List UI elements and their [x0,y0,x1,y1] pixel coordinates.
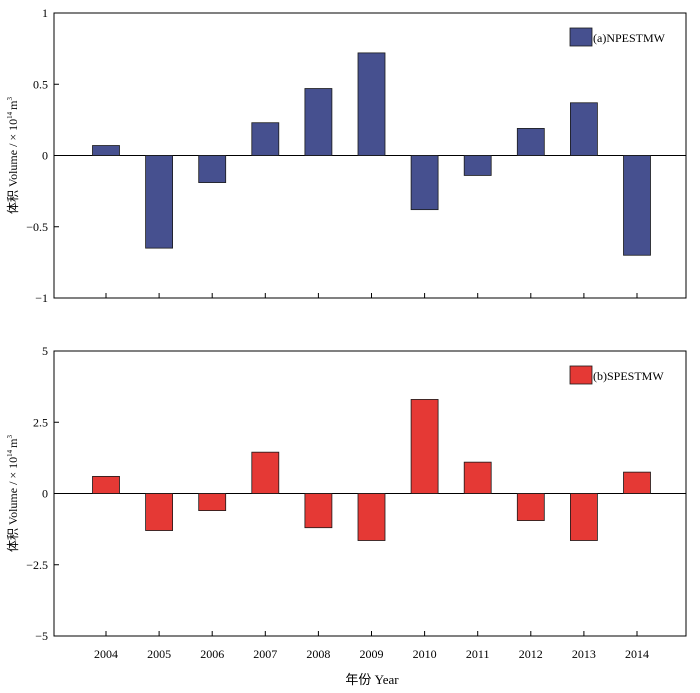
x-tick-label-2009: 2009 [360,647,384,661]
bar-2009 [357,52,386,156]
bar-2006 [198,155,227,183]
y-axis-label-unit: m [6,100,20,110]
bar-2010 [410,155,439,211]
x-axis-label: 年份 Year [345,672,399,687]
bar-2004 [92,475,120,494]
bar-2005 [145,155,174,249]
x-tick-label-2008: 2008 [306,647,330,661]
bar-2012 [516,493,545,521]
y-axis-label-exp: 14 [6,449,14,457]
y-axis-label: 体积 Volume / × 1014m3 [6,434,20,552]
x-tick-label-2012: 2012 [519,647,543,661]
x-tick-label-2007: 2007 [253,647,277,661]
bar-2014 [623,471,651,494]
bar-2007 [251,122,280,156]
y-tick-label: 2.5 [33,415,48,429]
x-tick-label-2004: 2004 [94,647,118,661]
chart-panel-a: 1 0.5 0 −0.5 −1 体积 Volume / × 1014m3 (a)NPESTM… [6,6,687,305]
y-axis-label-main: 体积 Volume / × 10 [6,119,20,214]
y-tick-label: 0 [42,487,48,501]
y-tick-label: 0.5 [33,77,48,91]
y-tick-label: 5 [42,344,48,358]
bar-2013 [570,493,598,541]
y-tick-label: −2.5 [26,558,48,572]
y-tick-label: −1 [35,291,48,305]
y-axis-label-exp: 14 [6,111,14,119]
bar-2012 [516,128,545,156]
bar-2010 [410,399,439,494]
chart-panel-b: 5 2.5 0 −2.5 −5 2004 2005 2006 2007 2008 2009 2010 2… [6,344,687,661]
y-axis-label-unit-exp: 3 [6,434,14,438]
y-tick-label: 1 [42,6,48,20]
bar-2006 [198,493,227,512]
bar-2014 [623,155,651,256]
x-tick-label-2013: 2013 [572,647,596,661]
bar-2005 [145,493,174,531]
legend-swatch [569,27,593,47]
legend-label: (b)SPESTMW [593,369,664,383]
y-axis-label-unit: m [6,438,20,448]
bar-2004 [92,145,120,156]
x-tick-label-2005: 2005 [147,647,171,661]
bar-2008 [304,493,333,529]
bar-2009 [357,493,386,541]
y-axis-label: 体积 Volume / × 1014m3 [6,96,20,214]
bar-2013 [570,102,598,156]
x-tick-label-2006: 2006 [200,647,224,661]
bar-2011 [463,155,492,176]
bar-2008 [304,88,333,156]
bar-2007 [251,451,280,494]
y-tick-label: −5 [35,629,48,643]
x-tick-label-2011: 2011 [466,647,490,661]
y-axis-label-unit-exp: 3 [6,96,14,100]
legend-label: (a)NPESTMW [593,31,666,45]
y-tick-label: 0 [42,149,48,163]
legend-swatch [569,365,593,385]
bar-2011 [463,461,492,494]
x-tick-label-2014: 2014 [625,647,649,661]
y-axis-label-main: 体积 Volume / × 10 [6,457,20,552]
x-tick-label-2010: 2010 [413,647,437,661]
y-tick-label: −0.5 [26,220,48,234]
